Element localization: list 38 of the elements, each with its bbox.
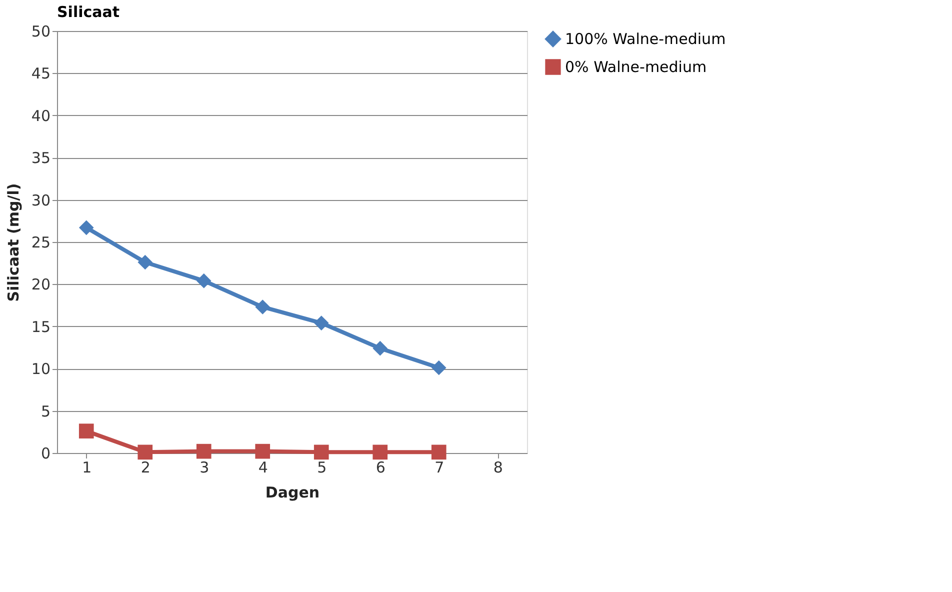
chart-title: Silicaat — [57, 3, 120, 21]
point — [372, 444, 388, 460]
y-tick-label: 45 — [31, 64, 50, 83]
point — [431, 444, 446, 460]
legend-label: 0% Walne-medium — [565, 58, 707, 76]
y-tick-label: 35 — [31, 149, 50, 168]
x-tick-label: 7 — [434, 458, 444, 476]
y-tick-label: 10 — [31, 360, 50, 378]
y-axis-title: Silicaat (mg/l) — [4, 183, 22, 302]
point — [372, 340, 388, 356]
x-tick-label: 5 — [317, 458, 327, 476]
x-tick-label: 6 — [376, 458, 386, 476]
x-tick-label: 3 — [200, 458, 210, 476]
point — [138, 444, 153, 460]
x-tick-label: 4 — [258, 458, 268, 476]
point — [196, 273, 212, 288]
point — [255, 444, 270, 459]
point — [314, 444, 329, 460]
x-tick-label: 2 — [140, 458, 150, 476]
x-tick-label: 8 — [493, 458, 503, 476]
legend-label: 100% Walne-medium — [565, 30, 726, 48]
y-tick-label: 30 — [31, 191, 50, 210]
y-tick-label: 5 — [40, 402, 50, 420]
point — [314, 316, 329, 330]
point — [78, 424, 94, 438]
x-axis-title: Dagen — [265, 484, 320, 502]
y-tick-label: 20 — [31, 276, 50, 294]
point — [196, 444, 212, 459]
y-tick-label: 50 — [31, 22, 50, 40]
point — [78, 220, 94, 236]
y-tick-label: 15 — [31, 318, 50, 336]
x-tick-label: 1 — [82, 458, 92, 476]
y-tick-label: 0 — [40, 444, 50, 462]
y-tick-label: 40 — [31, 106, 50, 125]
y-tick-label: 25 — [31, 234, 50, 252]
point — [138, 254, 153, 270]
point — [431, 360, 446, 376]
point — [255, 300, 270, 314]
